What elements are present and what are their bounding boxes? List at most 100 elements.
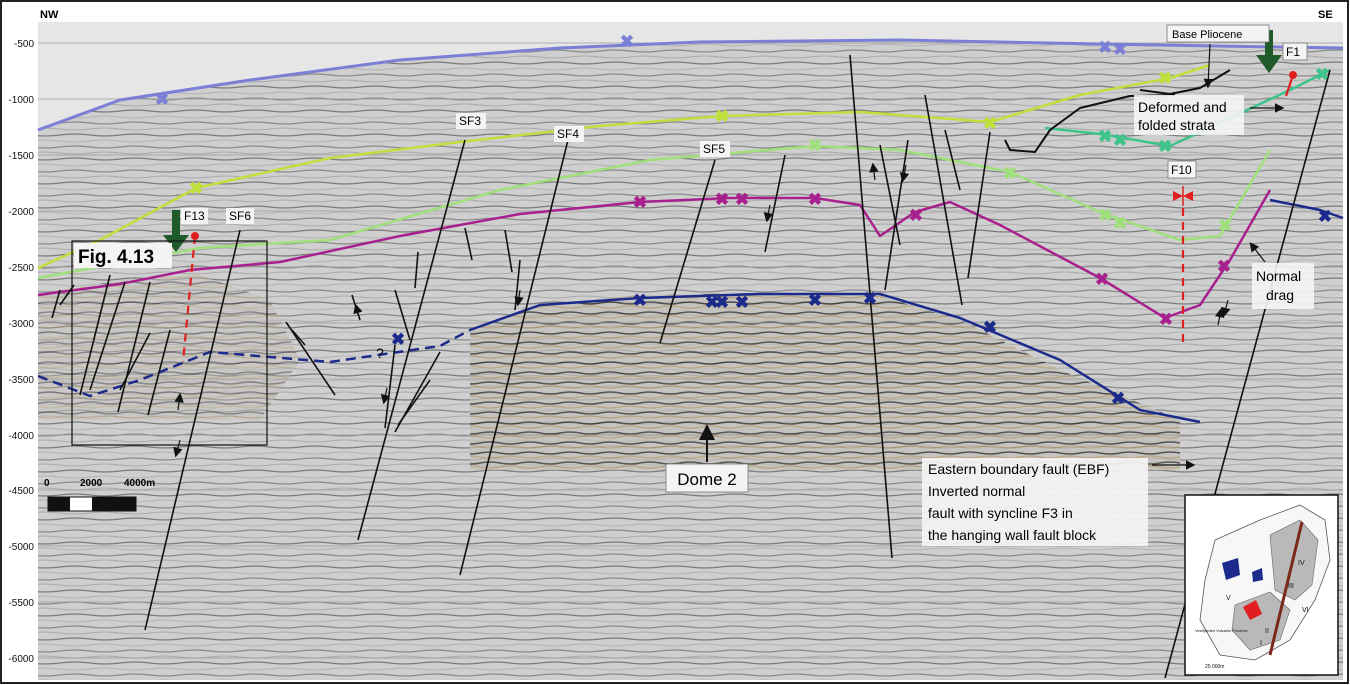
horizon-picks: ✖ ✖ ✖ ✖ ✖ ✖ ✖ ✖ ✖ ✖ ✖ ✖ ✖ ✖ ✖ ✖ ✖ ✖ ✖ ✖ … bbox=[155, 32, 1332, 408]
inset-label: II bbox=[1265, 628, 1269, 635]
fig-4-13-box bbox=[71, 240, 268, 446]
fault-minor bbox=[394, 289, 411, 341]
svg-text:✖: ✖ bbox=[1098, 206, 1112, 225]
fig-reference-label: Fig. 4.13 bbox=[78, 247, 154, 268]
svg-text:✖: ✖ bbox=[1111, 389, 1125, 408]
dome-label: Dome 2 bbox=[677, 470, 737, 489]
label-sf6: SF6 bbox=[229, 209, 251, 223]
inset-label: Vestfjorden Volcanic Province bbox=[1195, 628, 1248, 633]
ebf-line4: the hanging wall fault block bbox=[928, 527, 1097, 543]
label-sf5: SF5 bbox=[703, 142, 725, 156]
scale-label: 0 bbox=[44, 478, 50, 489]
fault-labels: F13 SF6 SF3 SF4 SF5 F10 F1 bbox=[181, 42, 1308, 224]
ebf-line2: Inverted normal bbox=[928, 483, 1025, 499]
svg-text:✖: ✖ bbox=[909, 206, 923, 225]
deformed-label-line1: Deformed and bbox=[1138, 99, 1227, 115]
svg-text:✖: ✖ bbox=[1113, 214, 1127, 233]
depth-tick: -4000 bbox=[8, 431, 34, 442]
depth-tick: -5000 bbox=[8, 542, 34, 553]
fault-minor bbox=[119, 332, 151, 391]
depth-tick: -3500 bbox=[8, 375, 34, 386]
fault-minor bbox=[967, 131, 991, 279]
base-pliocene-channel bbox=[1004, 94, 1176, 153]
svg-text:✖: ✖ bbox=[735, 190, 749, 209]
fault-minor bbox=[764, 154, 786, 253]
depth-tick: -4500 bbox=[8, 486, 34, 497]
fault-minor bbox=[79, 274, 111, 396]
fault-minor bbox=[944, 129, 961, 191]
scale-bar: 0 2000 4000m bbox=[44, 478, 155, 512]
scale-label: 4000m bbox=[124, 478, 155, 489]
ebf-line3: fault with syncline F3 in bbox=[928, 505, 1073, 521]
depth-tick: -2000 bbox=[8, 207, 34, 218]
svg-text:✖: ✖ bbox=[808, 190, 822, 209]
fault-central bbox=[849, 54, 893, 559]
svg-text:✖: ✖ bbox=[735, 293, 749, 312]
fault-minor bbox=[291, 329, 306, 346]
svg-text:✖: ✖ bbox=[189, 179, 203, 198]
svg-text:✖: ✖ bbox=[1098, 127, 1112, 146]
reflective-package bbox=[470, 293, 1180, 470]
fault-minor bbox=[397, 379, 431, 426]
depth-tick: -500 bbox=[14, 39, 34, 50]
svg-text:✖: ✖ bbox=[155, 90, 169, 109]
fault-minor bbox=[147, 329, 171, 416]
fault-sf6 bbox=[144, 229, 241, 631]
svg-text:✖: ✖ bbox=[1158, 137, 1172, 156]
fold-axes bbox=[181, 71, 1297, 363]
svg-text:✖: ✖ bbox=[863, 289, 877, 308]
label-sf4: SF4 bbox=[557, 127, 579, 141]
faults bbox=[51, 54, 1331, 679]
fault-minor bbox=[285, 321, 336, 396]
inset-label: V bbox=[1226, 595, 1231, 602]
inset-label: VI bbox=[1302, 607, 1309, 614]
svg-text:✖: ✖ bbox=[633, 193, 647, 212]
seafloor-horizon bbox=[37, 38, 1344, 132]
label-f10: F10 bbox=[1171, 163, 1192, 177]
fault-sf5 bbox=[659, 159, 716, 344]
fault-minor bbox=[384, 344, 396, 429]
yellow-green-horizon bbox=[37, 63, 1211, 270]
svg-text:✖: ✖ bbox=[715, 190, 729, 209]
ebf-line1: Eastern boundary fault (EBF) bbox=[928, 461, 1109, 477]
magenta-horizon bbox=[37, 189, 1272, 320]
blue-horizon bbox=[469, 292, 1201, 424]
question-mark: ? bbox=[376, 345, 384, 361]
svg-text:✖: ✖ bbox=[1218, 216, 1232, 235]
normal-drag-line1: Normal bbox=[1256, 268, 1301, 284]
blue-horizon-east bbox=[1269, 198, 1344, 220]
svg-text:✖: ✖ bbox=[1158, 69, 1172, 88]
nw-label: NW bbox=[40, 9, 59, 21]
fault-minor bbox=[879, 144, 901, 246]
svg-text:✖: ✖ bbox=[808, 136, 822, 155]
depth-tick: -1000 bbox=[8, 95, 34, 106]
svg-text:✖: ✖ bbox=[633, 291, 647, 310]
depth-tick: -3000 bbox=[8, 319, 34, 330]
svg-text:✖: ✖ bbox=[1217, 257, 1231, 276]
depth-tick: -5500 bbox=[8, 598, 34, 609]
fold-axis-f13 bbox=[181, 235, 197, 363]
svg-text:✖: ✖ bbox=[715, 107, 729, 126]
green-arrow-east bbox=[1256, 30, 1282, 73]
label-f13: F13 bbox=[184, 209, 205, 223]
fault-minor bbox=[504, 229, 513, 273]
se-label: SE bbox=[1318, 9, 1333, 21]
base-pliocene-label: Base Pliocene bbox=[1172, 29, 1242, 41]
fold-marker-f1 bbox=[1289, 71, 1297, 79]
inset-map: IV V III VI II I Vestfjorden Volcanic Pr… bbox=[1184, 494, 1339, 676]
svg-text:✖: ✖ bbox=[1315, 65, 1329, 84]
svg-text:✖: ✖ bbox=[983, 114, 997, 133]
svg-text:✖: ✖ bbox=[808, 291, 822, 310]
inset-label: III bbox=[1288, 583, 1294, 590]
fault-minor bbox=[51, 289, 61, 319]
scale-label: 2000 bbox=[80, 478, 103, 489]
label-sf3: SF3 bbox=[459, 114, 481, 128]
svg-text:✖: ✖ bbox=[620, 32, 634, 51]
depth-tick: -6000 bbox=[8, 654, 34, 665]
depth-tick: -2500 bbox=[8, 263, 34, 274]
depth-tick: -1500 bbox=[8, 151, 34, 162]
deformed-label-line2: folded strata bbox=[1138, 117, 1215, 133]
fault-sf3 bbox=[357, 139, 466, 541]
fault-sf4 bbox=[459, 139, 569, 576]
